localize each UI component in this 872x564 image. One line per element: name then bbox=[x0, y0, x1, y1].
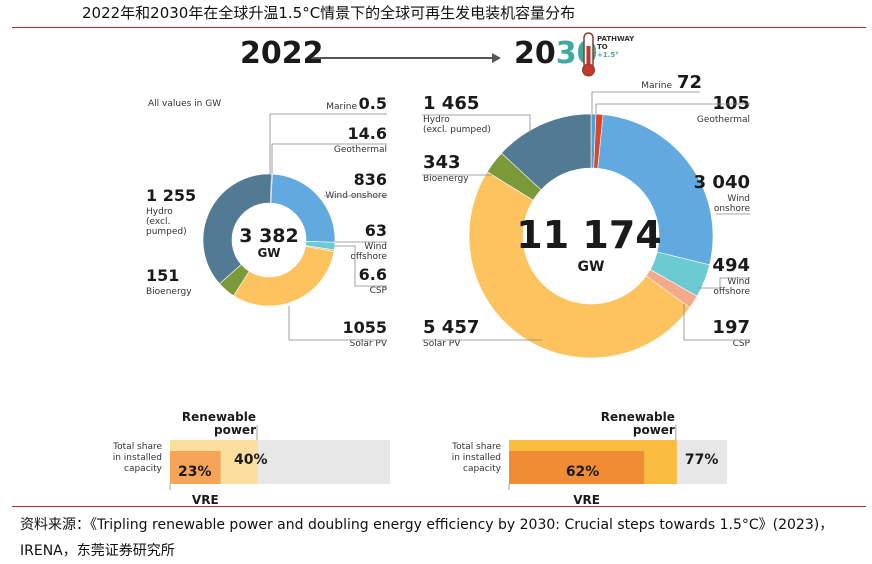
share2030-vre-bar bbox=[509, 451, 645, 484]
share2022-share-label: Total share bbox=[112, 442, 162, 452]
pie2022-name-wind-offshore: Wind bbox=[364, 242, 387, 252]
pie2022-leader-marine bbox=[269, 113, 387, 174]
units-note: All values in GW bbox=[148, 99, 222, 109]
pie2030-value-wind-offshore: 494 bbox=[712, 255, 750, 276]
pie2030-name-wind-offshore-1: offshore bbox=[713, 287, 750, 297]
pie2030-name-csp: CSP bbox=[733, 339, 751, 349]
pie2030-name-hydro-excl-pumped: Hydro bbox=[423, 115, 450, 125]
pie2022-name-marine: Marine bbox=[326, 102, 357, 112]
pie2022-center-unit: GW bbox=[257, 246, 280, 260]
pie2030-leader-csp bbox=[683, 304, 750, 341]
pie2022-value-wind-onshore: 836 bbox=[354, 170, 387, 189]
share2022-share-label-2: capacity bbox=[124, 464, 163, 474]
pathway-label: PATHWAY TO +1.5° bbox=[597, 35, 635, 59]
bottom-divider bbox=[12, 506, 866, 507]
pie2030-name-wind-offshore: Wind bbox=[727, 277, 750, 287]
share2022-vre-label: VRE bbox=[192, 493, 219, 507]
pie2030-value-bioenergy: 343 bbox=[423, 152, 461, 173]
pie2030-leader-wind-offshore bbox=[697, 277, 750, 289]
pie2030-leader-geothermal bbox=[595, 103, 750, 114]
pie2022-name-solar-pv: Solar PV bbox=[350, 339, 388, 349]
share2030-vre-label: VRE bbox=[573, 493, 600, 507]
pie2022-name-geothermal: Geothermal bbox=[334, 145, 387, 155]
pie2022-value-marine: 0.5 bbox=[359, 94, 387, 113]
pie2030-leader-marine bbox=[591, 91, 700, 114]
share2022-vre-bar bbox=[170, 451, 221, 484]
pie2022-leader-solar-pv bbox=[288, 306, 387, 341]
pie2022-value-geothermal: 14.6 bbox=[348, 124, 387, 143]
pie2022-name-hydro-excl-pumped-2: pumped) bbox=[146, 227, 187, 237]
pie2022-value-solar-pv: 1055 bbox=[342, 318, 387, 337]
pie2030-value-marine: 72 bbox=[677, 72, 702, 93]
timeline-arrow bbox=[312, 57, 494, 59]
share2022-vre-value: 23% bbox=[178, 464, 212, 480]
pie2022-leader-geothermal bbox=[271, 143, 387, 174]
pie2030-name-geothermal: Geothermal bbox=[697, 115, 750, 125]
pie2030-center-unit: GW bbox=[578, 259, 605, 275]
pie2030-name-marine: Marine bbox=[641, 81, 672, 91]
pie2030-name-bioenergy: Bioenergy bbox=[423, 174, 469, 184]
share2030-share-label-2: capacity bbox=[463, 464, 502, 474]
share2030-renewable-label: Renewable bbox=[601, 410, 675, 424]
pie2022-hole bbox=[232, 203, 306, 277]
pie2022-name-hydro-excl-pumped-1: (excl. bbox=[146, 217, 170, 227]
pie2030-value-wind-onshore: 3 040 bbox=[694, 172, 750, 193]
pie2022-name-csp: CSP bbox=[370, 286, 388, 296]
pie2022-leader-csp bbox=[334, 245, 387, 287]
page-title: 2022年和2030年在全球升温1.5°C情景下的全球可再生发电装机容量分布 bbox=[82, 4, 576, 22]
share2030-renewable-label-1: power bbox=[633, 423, 675, 437]
pie2022-name-hydro-excl-pumped: Hydro bbox=[146, 207, 173, 217]
pie2030-leader-hydro bbox=[422, 114, 531, 134]
top-divider bbox=[12, 27, 866, 28]
share2022-share-label-1: in installed bbox=[113, 453, 162, 463]
share2030-renewable-value: 77% bbox=[685, 452, 719, 468]
share2022-renewable-label-1: power bbox=[214, 423, 256, 437]
year-2022-heading: 2022 bbox=[240, 36, 324, 71]
pie2022-value-bioenergy: 151 bbox=[146, 266, 179, 285]
pie2022-value-wind-offshore: 63 bbox=[365, 221, 387, 240]
pie2030-center-value: 11 174 bbox=[516, 213, 661, 257]
source-note: 资料来源：《Tripling renewable power and doubl… bbox=[20, 517, 834, 559]
share2030-share-label: Total share bbox=[451, 442, 501, 452]
pie2030-name-hydro-excl-pumped-1: (excl. pumped) bbox=[423, 125, 491, 135]
share2030-share-label-1: in installed bbox=[452, 453, 501, 463]
pie2030-value-hydro-excl-pumped: 1 465 bbox=[423, 93, 479, 114]
pie2030-hole bbox=[523, 168, 659, 304]
pie2030-value-csp: 197 bbox=[712, 317, 750, 338]
pie2030-value-solar-pv: 5 457 bbox=[423, 317, 479, 338]
pie2030-name-wind-onshore: Wind bbox=[727, 194, 750, 204]
pie2022-center-value: 3 382 bbox=[239, 225, 299, 247]
pie2022-value-csp: 6.6 bbox=[359, 265, 387, 284]
pie2030-name-wind-onshore-1: onshore bbox=[714, 204, 751, 214]
pie2022-value-hydro-excl-pumped: 1 255 bbox=[146, 186, 196, 205]
share2030-vre-value: 62% bbox=[566, 464, 600, 480]
arrow-head-icon bbox=[492, 53, 501, 63]
share2022-renewable-label: Renewable bbox=[182, 410, 256, 424]
share2022-renewable-value: 40% bbox=[234, 452, 268, 468]
pie2030-name-solar-pv: Solar PV bbox=[423, 339, 461, 349]
pie2030-value-geothermal: 105 bbox=[712, 93, 750, 114]
pie2022-name-wind-offshore-1: offshore bbox=[350, 252, 387, 262]
pie2022-name-bioenergy: Bioenergy bbox=[146, 287, 192, 297]
